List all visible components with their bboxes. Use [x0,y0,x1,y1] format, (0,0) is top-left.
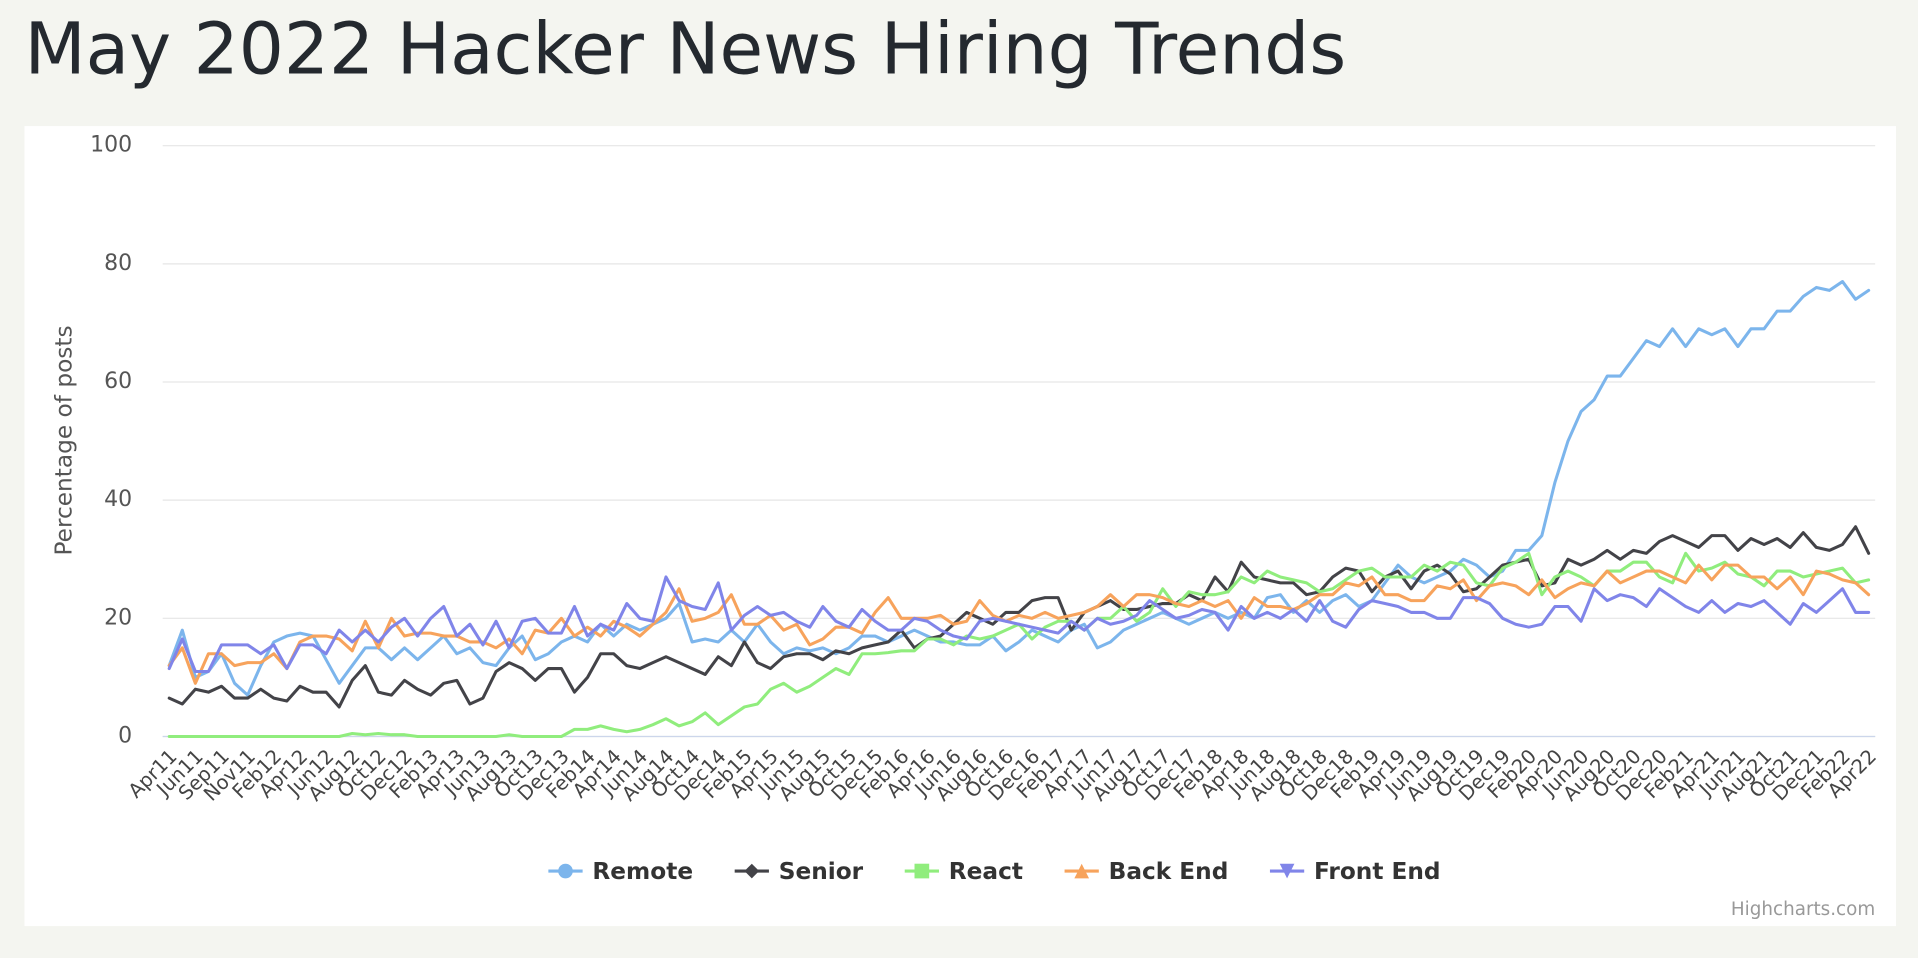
legend-item: Remote [548,858,693,885]
credits: Highcharts.com [1731,899,1875,920]
y-tick-label: 40 [104,487,132,512]
page-title: May 2022 Hacker News Hiring Trends [24,7,1346,90]
series-line [167,563,1871,685]
legend-label: Back End [1109,858,1229,885]
legend-label: Remote [592,858,693,885]
y-tick-label: 80 [104,251,132,276]
legend-symbol [558,863,573,879]
legend-symbol [1074,863,1090,879]
series-line [167,280,1871,697]
legend-item: Front End [1269,858,1441,885]
legend-label: Senior [779,858,864,885]
series-line [167,525,1871,709]
legend-item: React [904,858,1023,885]
series-line [167,575,1871,674]
legend-label: React [949,858,1023,885]
y-tick-label: 60 [104,369,132,394]
y-tick-label: 100 [90,133,132,158]
legend-symbol [914,863,930,879]
legend-symbol [1279,863,1295,879]
y-tick-label: 20 [104,605,132,630]
y-tick-label: 0 [118,723,132,748]
chart-background [24,126,1896,927]
legend-label: Front End [1314,858,1441,885]
legend-item: Back End [1064,858,1229,885]
y-axis-title: Percentage of posts [50,325,77,555]
